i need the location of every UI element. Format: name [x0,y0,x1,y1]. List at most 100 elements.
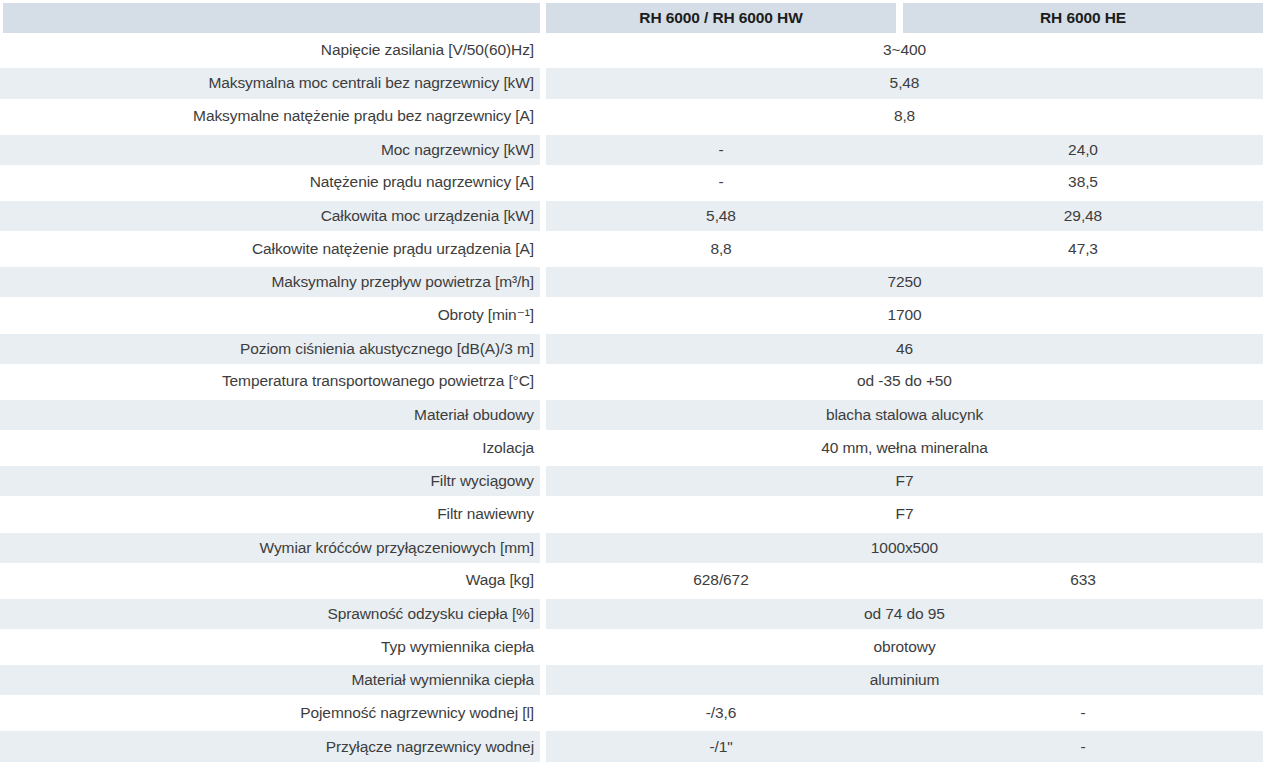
row-label: Przyłącze nagrzewnicy wodnej [0,729,540,762]
row-value-col2: - [903,704,1263,722]
row-value-col1: -/1" [546,738,896,756]
row-label: Filtr nawiewny [0,497,540,530]
table-row: Całkowita moc urządzenia [kW] 5,48 29,48 [0,199,1263,232]
row-values: 46 [546,332,1263,365]
table-row: Natężenie prądu nagrzewnicy [A]-38,5 [0,166,1263,199]
row-value-span: 46 [546,340,1263,358]
header-model-col2: RH 6000 HE [903,3,1263,33]
row-values: aluminium [546,663,1263,696]
row-label: Moc nagrzewnicy [kW] [0,133,540,166]
row-values: 1700 [546,298,1263,331]
table-header-row: RH 6000 / RH 6000 HW RH 6000 HE [0,0,1263,33]
row-value-col2: - [903,738,1263,756]
row-value-span: F7 [546,505,1263,523]
row-label: Całkowita moc urządzenia [kW] [0,199,540,232]
header-empty-cell [3,3,540,33]
column-gap [896,3,903,33]
table-row: Sprawność odzysku ciepła [%] od 74 do 95 [0,597,1263,630]
table-row: Filtr nawiewny F7 [0,497,1263,530]
row-values: -38,5 [546,166,1263,199]
row-value-col1: -/3,6 [546,704,896,722]
table-row: Maksymalna moc centrali bez nagrzewnicy … [0,66,1263,99]
row-values: 5,48 29,48 [546,199,1263,232]
spec-table: RH 6000 / RH 6000 HW RH 6000 HE Napięcie… [0,0,1263,763]
row-values: 8,8 [546,100,1263,133]
table-row: Moc nagrzewnicy [kW]-24,0 [0,133,1263,166]
row-value-col1: - [546,141,896,159]
row-values: od -35 do +50 [546,365,1263,398]
row-value-col1: 5,48 [546,207,896,225]
row-values: 8,8 47,3 [546,232,1263,265]
row-label: Temperatura transportowanego powietrza [… [0,365,540,398]
row-values: F7 [546,497,1263,530]
row-value-col1: 8,8 [546,240,896,258]
row-value-span: 1700 [546,306,1263,324]
row-value-span: aluminium [546,671,1263,689]
row-value-col2: 24,0 [903,141,1263,159]
table-row: Waga [kg] 628/672 633 [0,564,1263,597]
row-label: Sprawność odzysku ciepła [%] [0,597,540,630]
table-body: Napięcie zasilania [V/50(60)Hz] 3~400 Maks… [0,33,1263,762]
row-values: -/1"- [546,729,1263,762]
row-label: Maksymalna moc centrali bez nagrzewnicy … [0,66,540,99]
row-label: Natężenie prądu nagrzewnicy [A] [0,166,540,199]
row-value-span: 8,8 [546,107,1263,125]
table-row: Przyłącze nagrzewnicy wodnej-/1"- [0,729,1263,762]
table-row: Materiał wymiennika ciepła aluminium [0,663,1263,696]
header-model-col1: RH 6000 / RH 6000 HW [546,3,896,33]
row-value-span: 40 mm, wełna mineralna [546,439,1263,457]
row-value-span: od -35 do +50 [546,372,1263,390]
row-values: -/3,6- [546,696,1263,729]
row-value-span: 7250 [546,273,1263,291]
table-row: Temperatura transportowanego powietrza [… [0,365,1263,398]
table-row: Poziom ciśnienia akustycznego [dB(A)/3 m… [0,332,1263,365]
row-value-span: F7 [546,472,1263,490]
table-row: Całkowite natężenie prądu urządzenia [A]… [0,232,1263,265]
row-value-span: blacha stalowa alucynk [546,406,1263,424]
row-values: 7250 [546,265,1263,298]
row-label: Pojemność nagrzewnicy wodnej [l] [0,696,540,729]
row-values: blacha stalowa alucynk [546,398,1263,431]
table-row: Materiał obudowy blacha stalowa alucynk [0,398,1263,431]
row-values: F7 [546,464,1263,497]
row-label: Wymiar króćców przyłączeniowych [mm] [0,531,540,564]
row-value-span: 1000x500 [546,539,1263,557]
row-value-col2: 38,5 [903,173,1263,191]
row-values: 5,48 [546,66,1263,99]
row-values: 628/672 633 [546,564,1263,597]
row-label: Waga [kg] [0,564,540,597]
row-value-col2: 47,3 [903,240,1263,258]
row-value-span: obrotowy [546,638,1263,656]
row-value-col1: 628/672 [546,571,896,589]
row-label: Całkowite natężenie prądu urządzenia [A] [0,232,540,265]
row-label: Izolacja [0,431,540,464]
table-row: Pojemność nagrzewnicy wodnej [l]-/3,6- [0,696,1263,729]
row-label: Materiał obudowy [0,398,540,431]
row-values: obrotowy [546,630,1263,663]
table-row: Wymiar króćców przyłączeniowych [mm] 1000… [0,531,1263,564]
row-value-col2: 633 [903,571,1263,589]
row-values: 1000x500 [546,531,1263,564]
row-label: Filtr wyciągowy [0,464,540,497]
table-row: Izolacja 40 mm, wełna mineralna [0,431,1263,464]
row-label: Napięcie zasilania [V/50(60)Hz] [0,33,540,66]
row-values: 3~400 [546,33,1263,66]
row-value-span: 5,48 [546,74,1263,92]
table-row: Maksymalne natężenie prądu bez nagrzewni… [0,100,1263,133]
row-label: Materiał wymiennika ciepła [0,663,540,696]
row-label: Poziom ciśnienia akustycznego [dB(A)/3 m… [0,332,540,365]
row-values: -24,0 [546,133,1263,166]
row-value-span: od 74 do 95 [546,605,1263,623]
row-label: Obroty [min⁻¹] [0,298,540,331]
row-value-col1: - [546,173,896,191]
row-values: 40 mm, wełna mineralna [546,431,1263,464]
row-label: Typ wymiennika ciepła [0,630,540,663]
table-row: Typ wymiennika ciepła obrotowy [0,630,1263,663]
table-row: Maksymalny przepływ powietrza [m³/h] 7250 [0,265,1263,298]
table-row: Napięcie zasilania [V/50(60)Hz] 3~400 [0,33,1263,66]
row-values: od 74 do 95 [546,597,1263,630]
table-row: Obroty [min⁻¹] 1700 [0,298,1263,331]
row-label: Maksymalny przepływ powietrza [m³/h] [0,265,540,298]
row-value-span: 3~400 [546,41,1263,59]
row-value-col2: 29,48 [903,207,1263,225]
